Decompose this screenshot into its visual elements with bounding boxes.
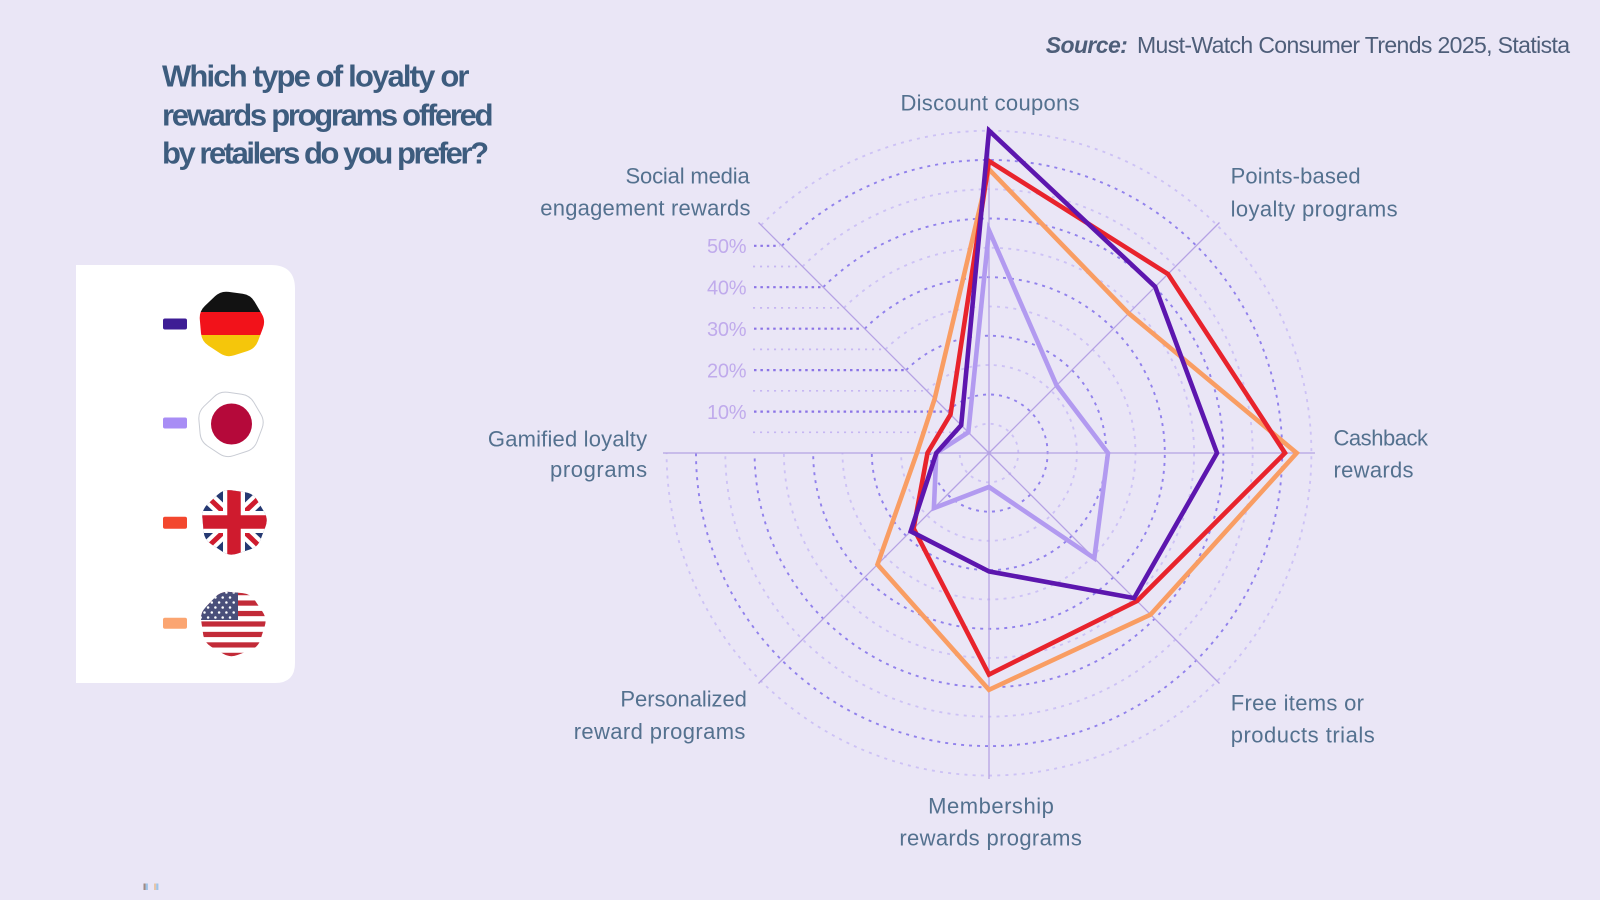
svg-text:rewards: rewards [1334,457,1414,482]
svg-text:Discount coupons: Discount coupons [901,90,1080,115]
svg-text:40%: 40% [707,278,747,300]
svg-text:Free items or: Free items or [1231,690,1364,715]
svg-text:20%: 20% [707,361,747,383]
svg-text:Points-based: Points-based [1231,164,1361,189]
svg-text:30%: 30% [707,319,747,341]
svg-text:Personalized: Personalized [620,687,747,712]
svg-text:Cashback: Cashback [1334,425,1430,450]
svg-text:Membership: Membership [928,794,1054,819]
svg-text:Gamified loyalty: Gamified loyalty [488,426,647,451]
svg-text:programs: programs [550,457,647,482]
svg-text:loyalty programs: loyalty programs [1231,197,1398,222]
svg-text:products trials: products trials [1231,722,1375,747]
svg-text:Source:: Source: [1046,32,1128,58]
svg-text:50%: 50% [707,236,747,258]
svg-text:Which type of loyalty or: Which type of loyalty or [162,59,470,94]
svg-text:rewards programs: rewards programs [899,825,1082,850]
svg-text:10%: 10% [707,402,747,424]
svg-text:Must-Watch Consumer Trends 202: Must-Watch Consumer Trends 2025, Statist… [1137,32,1570,58]
svg-text:Social media: Social media [626,163,751,188]
svg-text:reward programs: reward programs [574,719,746,744]
svg-text:rewards programs offered: rewards programs offered [162,98,494,133]
svg-text:engagement rewards: engagement rewards [540,195,750,220]
svg-text:by retailers do you prefer?: by retailers do you prefer? [162,136,489,171]
